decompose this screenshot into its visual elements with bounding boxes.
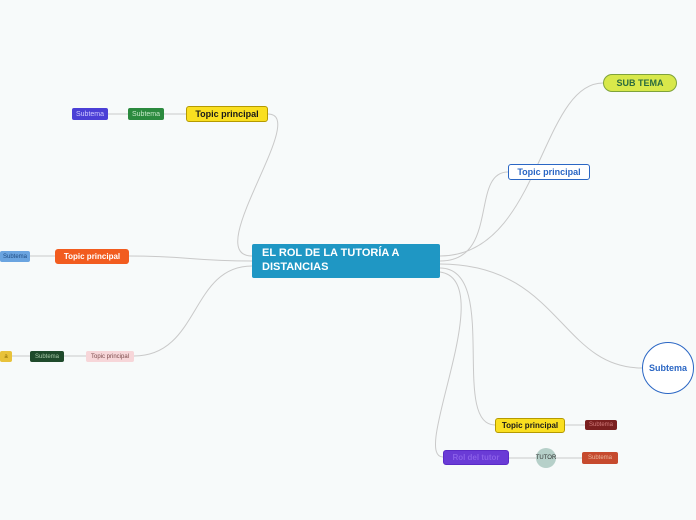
- node-label: Subtema: [3, 254, 27, 260]
- node-label: TUTOR: [536, 455, 557, 461]
- center-node[interactable]: EL ROL DE LA TUTORÍA A DISTANCIAS: [252, 244, 440, 278]
- node-subtema-br-dark[interactable]: Subtema: [585, 420, 617, 430]
- node-label: Topic principal: [195, 109, 258, 119]
- node-topic-yellow-tl[interactable]: Topic principal: [186, 106, 268, 122]
- node-label: Topic principal: [64, 252, 120, 261]
- node-subtema-darkgreen-bl[interactable]: Subtema: [30, 351, 64, 362]
- node-label: Subtema: [589, 422, 613, 428]
- node-subtema-green-tl[interactable]: Subtema: [128, 108, 164, 120]
- node-topic-pink-bl[interactable]: Topic principal: [86, 351, 134, 362]
- edge: [129, 256, 252, 261]
- node-sub-tema[interactable]: SUB TEMA: [603, 74, 677, 92]
- node-label: Subtema: [35, 354, 59, 360]
- node-subtema-amber-bl[interactable]: a: [0, 351, 12, 362]
- edge: [440, 172, 508, 261]
- edge: [440, 264, 642, 368]
- node-tutor-circle[interactable]: TUTOR: [536, 448, 556, 468]
- node-label: SUB TEMA: [617, 78, 664, 88]
- node-label: Rol del tutor: [452, 453, 499, 462]
- node-topic-yellow-br[interactable]: Topic principal: [495, 418, 565, 433]
- edge: [435, 272, 461, 457]
- node-label: Topic principal: [91, 354, 129, 360]
- edge: [134, 266, 252, 356]
- node-label: Topic principal: [517, 167, 580, 177]
- node-label: a: [4, 354, 7, 360]
- node-label: Subtema: [649, 363, 687, 373]
- node-label: Topic principal: [502, 421, 558, 430]
- node-topic-right[interactable]: Topic principal: [508, 164, 590, 180]
- edge: [238, 114, 278, 256]
- node-label: Subtema: [588, 455, 612, 461]
- node-subtema-blue-left[interactable]: Subtema: [0, 251, 30, 262]
- node-label: Subtema: [132, 111, 160, 118]
- node-topic-orange[interactable]: Topic principal: [55, 249, 129, 264]
- node-subtema-purple-tl[interactable]: Subtema: [72, 108, 108, 120]
- edge: [440, 268, 495, 425]
- node-label: Subtema: [76, 111, 104, 118]
- node-rol-tutor[interactable]: Rol del tutor: [443, 450, 509, 465]
- node-subtema-circle[interactable]: Subtema: [642, 342, 694, 394]
- node-subtema-br-red[interactable]: Subtema: [582, 452, 618, 464]
- node-label: EL ROL DE LA TUTORÍA A DISTANCIAS: [262, 247, 430, 275]
